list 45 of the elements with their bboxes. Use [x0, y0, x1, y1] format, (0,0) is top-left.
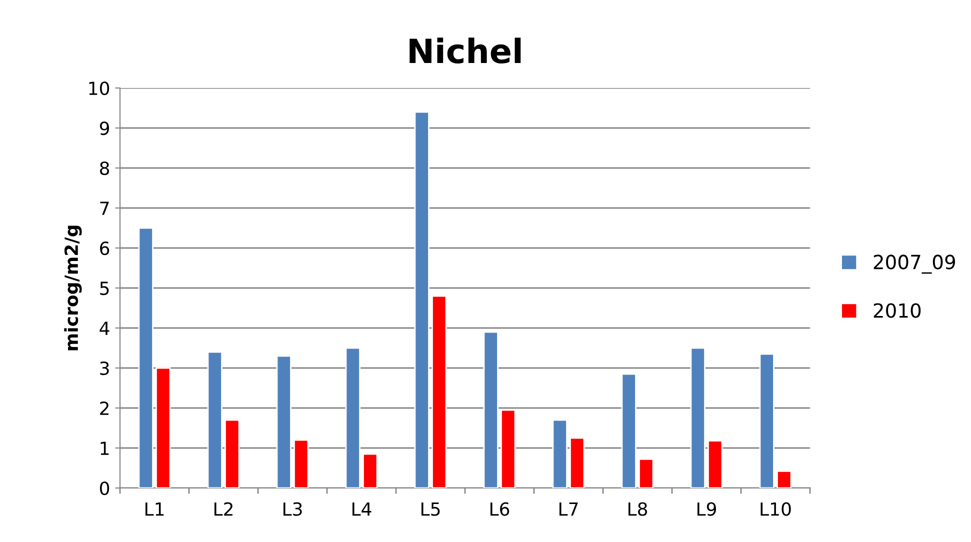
y-tick-label: 1: [100, 442, 109, 455]
bar: [207, 351, 222, 488]
y-tick-label: 6: [100, 241, 110, 256]
bar: [708, 440, 723, 488]
bar: [759, 353, 774, 488]
legend-label: 2010: [874, 303, 921, 318]
bar: [432, 295, 447, 488]
bar: [345, 347, 360, 488]
bar: [483, 331, 498, 488]
y-tick-label: 2: [100, 401, 108, 415]
y-tick-label: 3: [100, 361, 109, 376]
chart-title: Nichel: [410, 38, 521, 64]
bar: [552, 419, 568, 488]
bar: [276, 355, 292, 488]
x-tick-label: L3: [284, 502, 302, 516]
x-tick-label: L9: [698, 502, 716, 516]
bar: [156, 367, 171, 488]
legend-label: 2007_09: [874, 254, 955, 274]
bar: [621, 373, 636, 488]
x-tick-label: L8: [628, 502, 648, 516]
x-tick-label: L2: [214, 502, 232, 516]
y-tick-label: 5: [100, 282, 109, 296]
bar: [224, 419, 240, 488]
y-tick-label: 10: [89, 81, 110, 96]
y-tick-label: 7: [100, 202, 109, 215]
bar: [414, 111, 430, 488]
bar: [500, 409, 516, 488]
y-tick-label: 0: [100, 481, 110, 496]
bar: [776, 470, 792, 488]
bar: [294, 439, 309, 488]
bar: [570, 437, 585, 488]
x-tick-label: L7: [560, 502, 578, 516]
bar: [362, 453, 378, 488]
y-tick-label: 9: [100, 121, 110, 136]
bar: [638, 458, 654, 488]
y-axis-title: microg/m2/g: [64, 226, 82, 350]
y-tick-label: 4: [100, 322, 110, 335]
x-tick-label: L6: [490, 502, 510, 516]
x-tick-label: L5: [422, 502, 440, 516]
x-tick-label: L1: [146, 502, 164, 516]
x-tick-label: L10: [760, 502, 791, 516]
bar: [690, 347, 706, 488]
y-tick-label: 8: [100, 161, 110, 176]
x-tick-label: L4: [352, 502, 372, 516]
bar: [138, 227, 154, 488]
